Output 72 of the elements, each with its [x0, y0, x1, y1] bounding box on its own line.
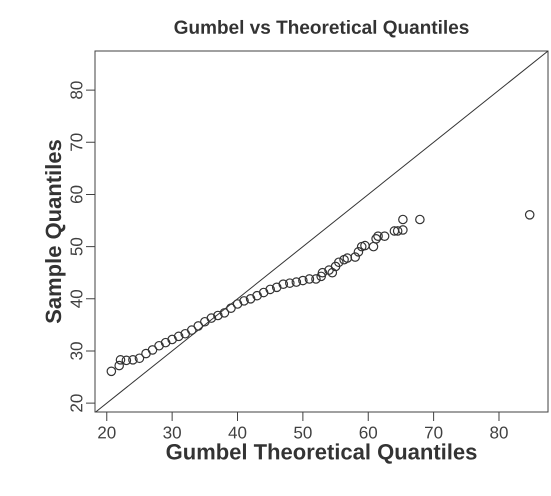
point — [160, 338, 170, 348]
x-tick-label: 70 — [425, 426, 442, 439]
y-axis-title: Sample Quantiles — [45, 140, 66, 324]
point — [122, 356, 132, 366]
point — [128, 355, 138, 365]
point — [272, 282, 282, 292]
y-tick-label: 60 — [70, 186, 82, 204]
point — [114, 360, 124, 370]
x-tick-label: 40 — [228, 426, 246, 439]
point — [304, 274, 314, 284]
point — [354, 247, 364, 257]
point — [193, 321, 204, 331]
point — [167, 334, 177, 344]
x-tick-label: 20 — [98, 426, 116, 439]
point — [174, 332, 184, 342]
point — [285, 278, 295, 288]
point — [180, 328, 190, 339]
point — [298, 276, 308, 286]
y-tick-label: 70 — [70, 134, 82, 151]
chart-title: Gumbel vs Theoretical Quantiles — [174, 20, 469, 38]
point — [392, 226, 402, 236]
point — [368, 242, 378, 252]
x-tick-label: 80 — [490, 426, 508, 439]
point — [398, 214, 408, 224]
point — [141, 348, 151, 358]
point — [327, 268, 338, 278]
point — [324, 265, 334, 275]
point — [373, 231, 383, 241]
point — [220, 308, 230, 318]
point — [252, 290, 262, 300]
y-tick-label: 40 — [70, 290, 82, 308]
point — [232, 299, 242, 309]
point — [318, 268, 328, 278]
point — [316, 272, 326, 282]
point — [246, 294, 256, 304]
point — [106, 366, 116, 376]
x-tick-label: 60 — [360, 426, 378, 439]
point — [350, 252, 360, 262]
point — [258, 288, 268, 298]
x-axis-title: Gumbel Theoretical Quantiles — [166, 443, 476, 464]
point — [415, 214, 425, 224]
point — [371, 234, 381, 244]
point — [380, 231, 390, 241]
y-tick-label: 30 — [70, 342, 82, 360]
y-tick-label: 50 — [70, 238, 82, 256]
point — [116, 355, 126, 365]
point — [398, 225, 408, 235]
point — [334, 257, 344, 268]
point — [226, 303, 236, 313]
point — [265, 284, 275, 294]
point — [292, 277, 302, 287]
point — [330, 262, 340, 272]
point — [356, 242, 367, 252]
point — [148, 345, 158, 355]
point — [342, 253, 352, 263]
point — [239, 296, 249, 306]
point — [339, 254, 349, 264]
point — [154, 340, 164, 351]
point — [390, 226, 400, 236]
y-tick-label: 80 — [70, 81, 82, 99]
x-tick-label: 30 — [163, 426, 181, 439]
point — [186, 325, 197, 335]
point — [213, 310, 223, 320]
point — [278, 279, 288, 289]
point — [311, 274, 321, 284]
x-tick-label: 50 — [294, 426, 312, 439]
point — [524, 210, 535, 220]
point — [206, 313, 216, 323]
point — [134, 353, 144, 364]
point — [200, 316, 210, 327]
point — [360, 240, 370, 250]
y-tick-label: 20 — [70, 394, 82, 412]
